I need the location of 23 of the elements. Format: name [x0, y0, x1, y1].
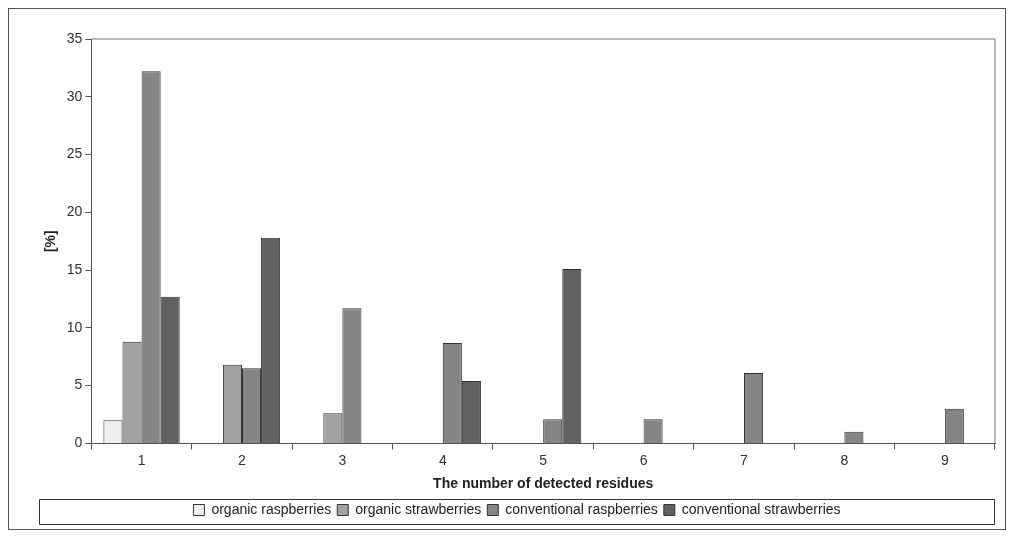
- x-tick-label: 4: [438, 451, 447, 468]
- x-tick-label: 2: [238, 451, 247, 468]
- x-tick-label: 1: [137, 451, 146, 468]
- x-tick-label: 7: [740, 451, 749, 468]
- y-tick-label: 30: [66, 87, 83, 104]
- legend-label: conventional raspberries: [505, 500, 658, 517]
- y-tick-label: 35: [66, 29, 83, 46]
- x-tick-label: 8: [840, 451, 849, 468]
- legend-label: organic strawberries: [355, 500, 482, 517]
- y-tick-label: 0: [74, 434, 83, 451]
- y-tick-label: 5: [74, 376, 83, 393]
- y-axis-title: [%]: [42, 230, 59, 253]
- x-tick-label: 3: [338, 451, 347, 468]
- y-tick-label: 15: [66, 260, 83, 277]
- y-tick-label: 20: [66, 203, 83, 220]
- x-tick-label: 5: [539, 451, 548, 468]
- x-axis-title: The number of detected residues: [433, 475, 654, 492]
- legend-label: conventional strawberries: [681, 500, 841, 517]
- x-tick-label: 9: [940, 451, 949, 468]
- legend-label: organic raspberries: [211, 500, 332, 517]
- y-tick-label: 10: [66, 318, 83, 335]
- x-tick-label: 6: [639, 451, 648, 468]
- y-tick-label: 25: [66, 145, 83, 162]
